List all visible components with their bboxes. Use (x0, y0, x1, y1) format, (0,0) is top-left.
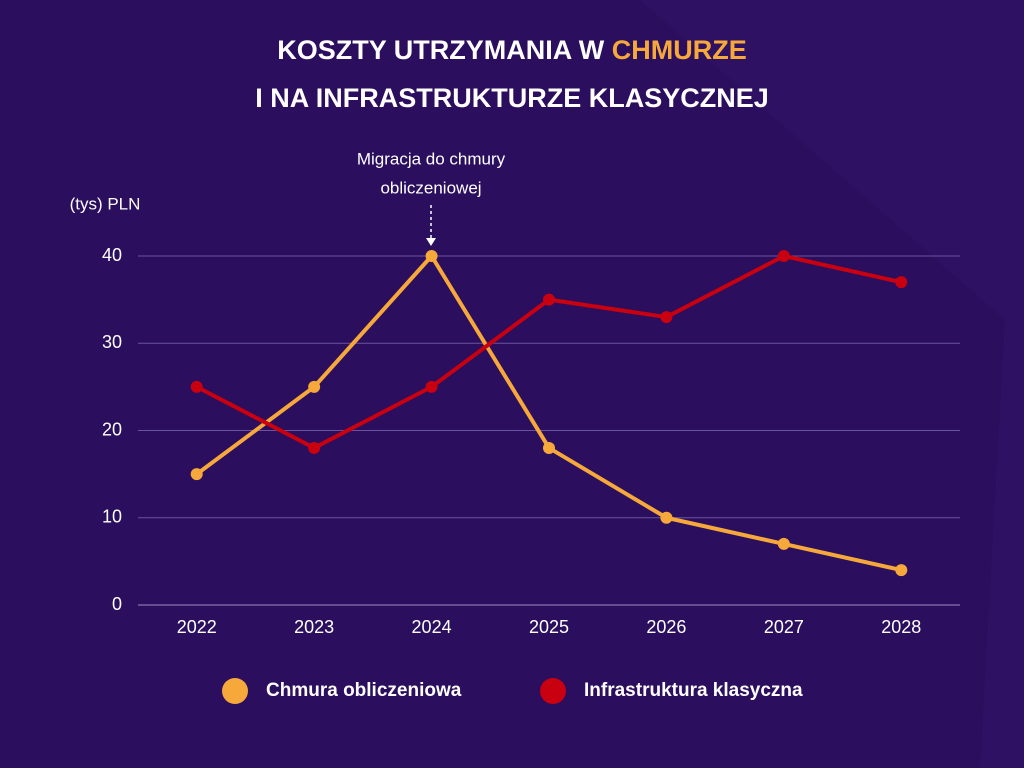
data-point (190, 468, 203, 481)
title-part: KOSZTY UTRZYMANIA W (277, 35, 604, 65)
data-point (543, 293, 555, 306)
data-point (777, 250, 790, 262)
y-tick-label: 30 (102, 332, 122, 352)
legend-label: Chmura obliczeniowa (266, 680, 462, 701)
y-tick-label: 0 (112, 594, 122, 614)
data-point (543, 441, 555, 454)
chart-title: I NA INFRASTRUKTURZE KLASYCZNEJ (255, 83, 769, 113)
y-tick-label: 20 (102, 419, 122, 439)
legend-marker (540, 678, 566, 704)
background-shape (640, 0, 1024, 768)
y-tick-label: 40 (102, 245, 122, 265)
data-point (308, 441, 321, 454)
data-point (777, 537, 790, 550)
data-point (308, 380, 321, 393)
title-highlight: CHMURZE (612, 35, 747, 65)
data-point (895, 564, 908, 577)
y-axis-label: (tys) PLN (70, 194, 141, 213)
x-tick-label: 2024 (412, 617, 452, 637)
data-point (895, 276, 908, 289)
x-tick-label: 2023 (294, 617, 334, 637)
x-tick-label: 2027 (764, 617, 804, 637)
data-point (660, 311, 673, 324)
legend-label: Infrastruktura klasyczna (584, 680, 803, 701)
data-point (660, 511, 673, 524)
annotation: Migracja do chmury (357, 149, 506, 168)
chart-title: KOSZTY UTRZYMANIA W CHMURZE (277, 35, 747, 65)
data-point (190, 380, 203, 393)
annotation: obliczeniowej (380, 178, 481, 197)
x-tick-label: 2022 (177, 617, 217, 637)
annotation-arrowhead (426, 238, 436, 246)
x-tick-label: 2025 (529, 617, 569, 637)
data-point (425, 250, 438, 262)
data-point (425, 380, 438, 393)
x-tick-label: 2026 (646, 617, 686, 637)
y-tick-label: 10 (102, 507, 122, 527)
legend-marker (222, 678, 248, 704)
x-tick-label: 2028 (881, 617, 921, 637)
